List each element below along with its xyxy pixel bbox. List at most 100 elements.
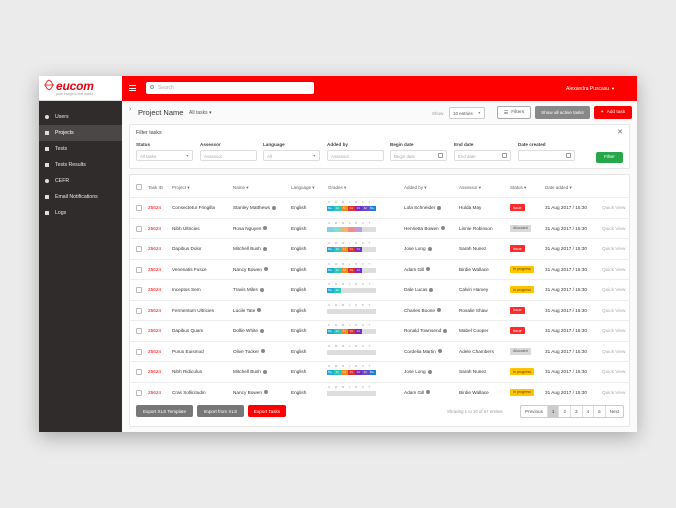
pagination-previous[interactable]: Previous [521,406,548,417]
task-id-link[interactable]: 25624 [148,246,162,251]
info-icon[interactable] [426,390,431,395]
info-icon[interactable] [263,267,268,272]
quick-view-link[interactable]: Quick View [602,205,626,210]
info-icon[interactable] [426,267,431,272]
table-row[interactable]: 25624 Dapibus Quam Dollie White English O W M L… [130,320,629,341]
table-row[interactable]: 25624 Nibh Ultricies Rosa Nguyen English O W M… [130,217,629,239]
column-header-task-id[interactable]: Task ID [148,185,164,190]
row-checkbox[interactable] [136,287,142,293]
column-header-grades[interactable]: Grades ▾ [328,185,347,190]
pagination-page-1[interactable]: 1 [547,406,560,417]
quick-view-link[interactable]: Quick View [602,389,626,395]
search-input[interactable] [158,82,308,94]
row-checkbox[interactable] [136,389,142,396]
column-header-assessor[interactable]: Assessor ▾ [459,185,482,190]
task-id-link[interactable]: 25624 [148,389,162,395]
row-checkbox[interactable] [136,369,142,375]
status-select[interactable]: All tasks ▼ [136,150,193,161]
pagination-page-2[interactable]: 2 [559,406,571,417]
chevron-right-icon[interactable]: › [129,106,132,113]
task-id-link[interactable]: 25624 [148,328,162,333]
column-header-name[interactable]: Name ▾ [233,185,249,190]
sidebar-item-email-notifications[interactable]: Email Notifications [39,189,122,205]
column-header-status[interactable]: Status ▾ [510,185,527,190]
sidebar-item-tests-results[interactable]: Tests Results [39,157,122,173]
row-checkbox[interactable] [136,225,142,232]
table-row[interactable]: 25624 Consectetur Fringilla Stanley Matthe… [130,197,629,218]
assessor-field[interactable]: Assessor [200,150,257,161]
pagination-page-3[interactable]: 3 [571,406,583,417]
row-checkbox[interactable] [136,348,142,355]
export-tasks-button[interactable]: Export Tasks [248,405,286,417]
sidebar-item-tests[interactable]: Tests [39,141,122,157]
quick-view-link[interactable]: Quick View [602,328,626,333]
apply-filter-button[interactable]: Filter [596,152,623,163]
close-icon[interactable]: ✕ [617,129,623,136]
table-row[interactable]: 25624 Venenatis Fusce Nancy Bowen English O W… [130,258,629,280]
quick-view-link[interactable]: Quick View [602,348,626,354]
row-checkbox[interactable] [136,307,142,314]
task-id-link[interactable]: 25624 [148,287,162,292]
end-date-field[interactable]: End date [454,150,511,161]
sidebar-item-cefr[interactable]: CEFR [39,173,122,189]
info-icon[interactable] [260,328,265,333]
row-checkbox[interactable] [136,205,142,211]
table-row[interactable]: 25624 Inceptos Sem Travis Miles English O W M L… [130,279,629,300]
info-icon[interactable] [437,205,442,210]
task-id-link[interactable]: 25624 [148,369,162,374]
info-icon[interactable] [262,369,267,374]
column-header-project[interactable]: Project ▾ [172,185,190,190]
info-icon[interactable] [259,287,264,292]
task-id-link[interactable]: 25624 [148,205,162,210]
select-all-checkbox[interactable] [136,184,142,190]
info-icon[interactable] [440,226,445,231]
task-id-link[interactable]: 25624 [148,307,162,313]
info-icon[interactable] [437,349,442,354]
user-menu[interactable]: Alexandra Puscasu [566,86,610,92]
row-checkbox[interactable] [136,246,142,252]
info-icon[interactable] [437,308,442,313]
export-xls-template-button[interactable]: Export XLS Template [136,405,193,417]
pagination-next[interactable]: Next [609,409,620,414]
table-row[interactable]: 25624 Cras Sollicitudin Nancy Bowen English… [130,381,629,403]
info-icon[interactable] [261,349,266,354]
show-all-active-tasks-button[interactable]: Show all active tasks [535,106,590,119]
task-id-link[interactable]: 25624 [148,348,162,354]
info-icon[interactable] [429,287,434,292]
info-icon[interactable] [427,369,432,374]
chevron-down-icon[interactable]: ▼ [611,86,615,91]
table-row[interactable]: 25624 Purus Euismod Olive Tucker English O W M… [130,340,629,362]
info-icon[interactable] [257,308,262,313]
table-row[interactable]: 25624 Nibh Ridiculus Mitchell Bush English O… [130,361,629,382]
hamburger-menu-icon[interactable] [129,85,136,91]
sidebar-item-logs[interactable]: Logs [39,205,122,221]
task-id-link[interactable]: 25624 [148,266,162,272]
sidebar-item-users[interactable]: Users [39,109,122,125]
language-select[interactable]: All ▼ [263,150,320,161]
quick-view-link[interactable]: Quick View [602,246,626,251]
date-created-field[interactable] [518,150,575,161]
column-header-added-by[interactable]: Added by ▾ [404,185,427,190]
column-header-date-added[interactable]: Date added ▾ [545,185,572,190]
row-checkbox[interactable] [136,328,142,334]
sidebar-item-projects[interactable]: Projects [39,125,122,141]
quick-view-link[interactable]: Quick View [602,266,626,272]
quick-view-link[interactable]: Quick View [602,369,626,374]
info-icon[interactable] [263,226,268,231]
info-icon[interactable] [262,246,267,251]
added-by-field[interactable]: Assessor [327,150,384,161]
quick-view-link[interactable]: Quick View [602,225,626,231]
import-from-xls-button[interactable]: Import from XLS [197,405,244,417]
pagination-page-4[interactable]: 4 [583,406,595,417]
entries-select[interactable]: 10 entries ▼ [449,107,485,119]
begin-date-field[interactable]: Begin date [390,150,447,161]
table-row[interactable]: 25624 Fermentum Ultricies Lucile Tate Engli… [130,299,629,321]
column-header-language[interactable]: Language ▾ [291,185,315,190]
table-row[interactable]: 25624 Dapibus Dolor Mitchell Bush English O W… [130,238,629,259]
quick-view-link[interactable]: Quick View [602,287,626,292]
quick-view-link[interactable]: Quick View [602,307,626,313]
info-icon[interactable] [427,246,432,251]
row-checkbox[interactable] [136,266,142,273]
task-id-link[interactable]: 25624 [148,225,162,231]
task-filter-dropdown[interactable]: All tasks ▾ [189,110,212,116]
